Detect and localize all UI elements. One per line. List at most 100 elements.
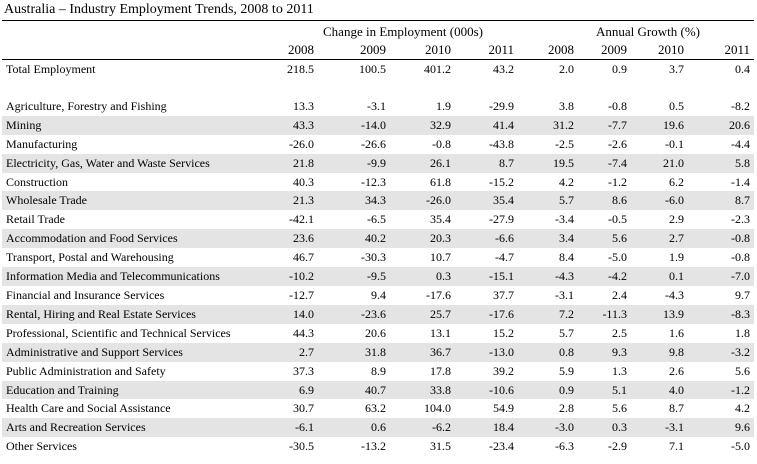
table-cell: -43.8 — [489, 136, 514, 151]
row-pad — [750, 248, 754, 267]
table-cell: -0.1 — [665, 136, 684, 151]
table-cell: 6.9 — [254, 380, 314, 400]
row-label: Financial and Insurance Services — [6, 287, 165, 302]
table-cell: 9.7 — [735, 287, 750, 302]
table-cell: -15.1 — [451, 267, 514, 286]
table-cell: 26.1 — [386, 153, 451, 173]
row-label: Agriculture, Forestry and Fishing — [6, 98, 167, 113]
table-cell: -17.6 — [451, 304, 514, 324]
row-pad — [750, 324, 754, 343]
table-cell: -4.4 — [731, 136, 750, 151]
table-cell: 3.7 — [669, 62, 684, 76]
table-cell: -5.0 — [731, 439, 750, 454]
table-cell: 40.2 — [314, 229, 386, 249]
table-cell: -6.5 — [367, 212, 386, 227]
year-header: 2010 — [425, 42, 451, 57]
table-cell: 54.9 — [493, 401, 514, 416]
table-cell: 61.8 — [430, 174, 451, 189]
table-cell: -10.2 — [254, 267, 314, 286]
table-cell: -7.7 — [574, 115, 627, 135]
table-row: Retail Trade -42.1 -6.5 35.4 -27.9 -3.4 -0.5 2.… — [2, 210, 754, 229]
table-cell: 2.9 — [669, 212, 684, 227]
table-cell: 20.6 — [684, 115, 750, 135]
table-cell: 21.8 — [254, 153, 314, 173]
table-cell: 44.3 — [293, 325, 314, 340]
table-cell: 19.6 — [627, 115, 684, 135]
table-cell: -5.0 — [608, 250, 627, 265]
table-cell: 5.1 — [574, 380, 627, 400]
table-cell: -1.4 — [731, 174, 750, 189]
year-header: 2010 — [658, 42, 684, 57]
table-cell: -4.3 — [665, 287, 684, 302]
table-row: Electricity, Gas, Water and Waste Servic… — [2, 153, 754, 173]
table-cell: 5.6 — [612, 401, 627, 416]
table-cell: 7.2 — [514, 304, 574, 324]
table-cell: -13.2 — [361, 439, 386, 454]
table-cell: -6.6 — [451, 229, 514, 249]
row-pad — [750, 304, 754, 324]
table-cell: -4.3 — [514, 267, 574, 286]
table-cell: -26.0 — [289, 136, 314, 151]
table-cell: -9.5 — [314, 267, 386, 286]
table-cell: -3.1 — [367, 98, 386, 113]
table-cell: 20.6 — [365, 325, 386, 340]
group-header-growth: Annual Growth (%) — [596, 24, 700, 39]
table-row: Construction 40.3 -12.3 61.8 -15.2 4.2 -1.2 6.2… — [2, 173, 754, 192]
table-cell: -3.1 — [555, 287, 574, 302]
table-cell: 37.7 — [493, 287, 514, 302]
table-cell: -1.2 — [608, 174, 627, 189]
table-cell: 9.8 — [627, 342, 684, 362]
table-row: Health Care and Social Assistance 30.7 63.… — [2, 399, 754, 418]
table-cell: 39.2 — [493, 363, 514, 378]
employment-table: Total Employment 218.5 100.5 401.2 43.2 2.0 0.… — [2, 60, 754, 456]
table-cell: 9.3 — [574, 342, 627, 362]
row-label: Transport, Postal and Warehousing — [6, 250, 174, 265]
table-cell: 1.6 — [669, 325, 684, 340]
table-cell: 0.9 — [514, 380, 574, 400]
table-cell: 5.7 — [559, 325, 574, 340]
table-cell: -2.9 — [608, 439, 627, 454]
table-row: Mining 43.3 -14.0 32.9 41.4 31.2 -7.7 19.6 20.6 — [2, 115, 754, 135]
row-label: Information Media and Telecommunications — [2, 267, 254, 286]
table-cell: -26.6 — [361, 136, 386, 151]
table-cell: -3.0 — [514, 418, 574, 438]
table-cell: 1.3 — [612, 363, 627, 378]
table-cell: 40.7 — [314, 380, 386, 400]
row-label: Other Services — [6, 439, 77, 454]
year-header: 2009 — [601, 42, 627, 57]
table-cell: 1.9 — [669, 250, 684, 265]
table-cell: -26.0 — [386, 191, 451, 211]
row-label: Total Employment — [6, 62, 96, 76]
row-label: Rental, Hiring and Real Estate Services — [2, 304, 254, 324]
table-cell: -10.6 — [451, 380, 514, 400]
table-cell: 9.6 — [684, 418, 750, 438]
table-row: Arts and Recreation Services -6.1 0.6 -6.2 1… — [2, 418, 754, 438]
table-cell: 15.2 — [493, 325, 514, 340]
row-label: Professional, Scientific and Technical S… — [6, 325, 231, 340]
table-cell: -0.5 — [608, 212, 627, 227]
table-cell: -27.9 — [489, 212, 514, 227]
spacer-cell — [2, 79, 754, 97]
row-pad — [750, 135, 754, 154]
table-cell: 46.7 — [293, 250, 314, 265]
table-cell: 35.4 — [430, 212, 451, 227]
table-cell: -6.0 — [627, 191, 684, 211]
table-cell: 0.1 — [627, 267, 684, 286]
table-cell: 0.4 — [735, 62, 750, 76]
top-rule — [2, 20, 754, 21]
table-cell: 401.2 — [424, 62, 451, 76]
table-cell: 5.7 — [514, 191, 574, 211]
table-cell: -12.7 — [289, 287, 314, 302]
table-cell: 5.8 — [684, 153, 750, 173]
row-label: Health Care and Social Assistance — [6, 401, 171, 416]
table-cell: 3.8 — [559, 98, 574, 113]
table-cell: -14.0 — [314, 115, 386, 135]
year-header: 2011 — [724, 42, 750, 57]
row-pad — [750, 418, 754, 438]
table-cell: -6.2 — [386, 418, 451, 438]
table-cell: 17.8 — [430, 363, 451, 378]
table-cell: 2.7 — [627, 229, 684, 249]
table-cell: 5.6 — [574, 229, 627, 249]
table-cell: 5.6 — [735, 363, 750, 378]
row-pad — [750, 153, 754, 173]
